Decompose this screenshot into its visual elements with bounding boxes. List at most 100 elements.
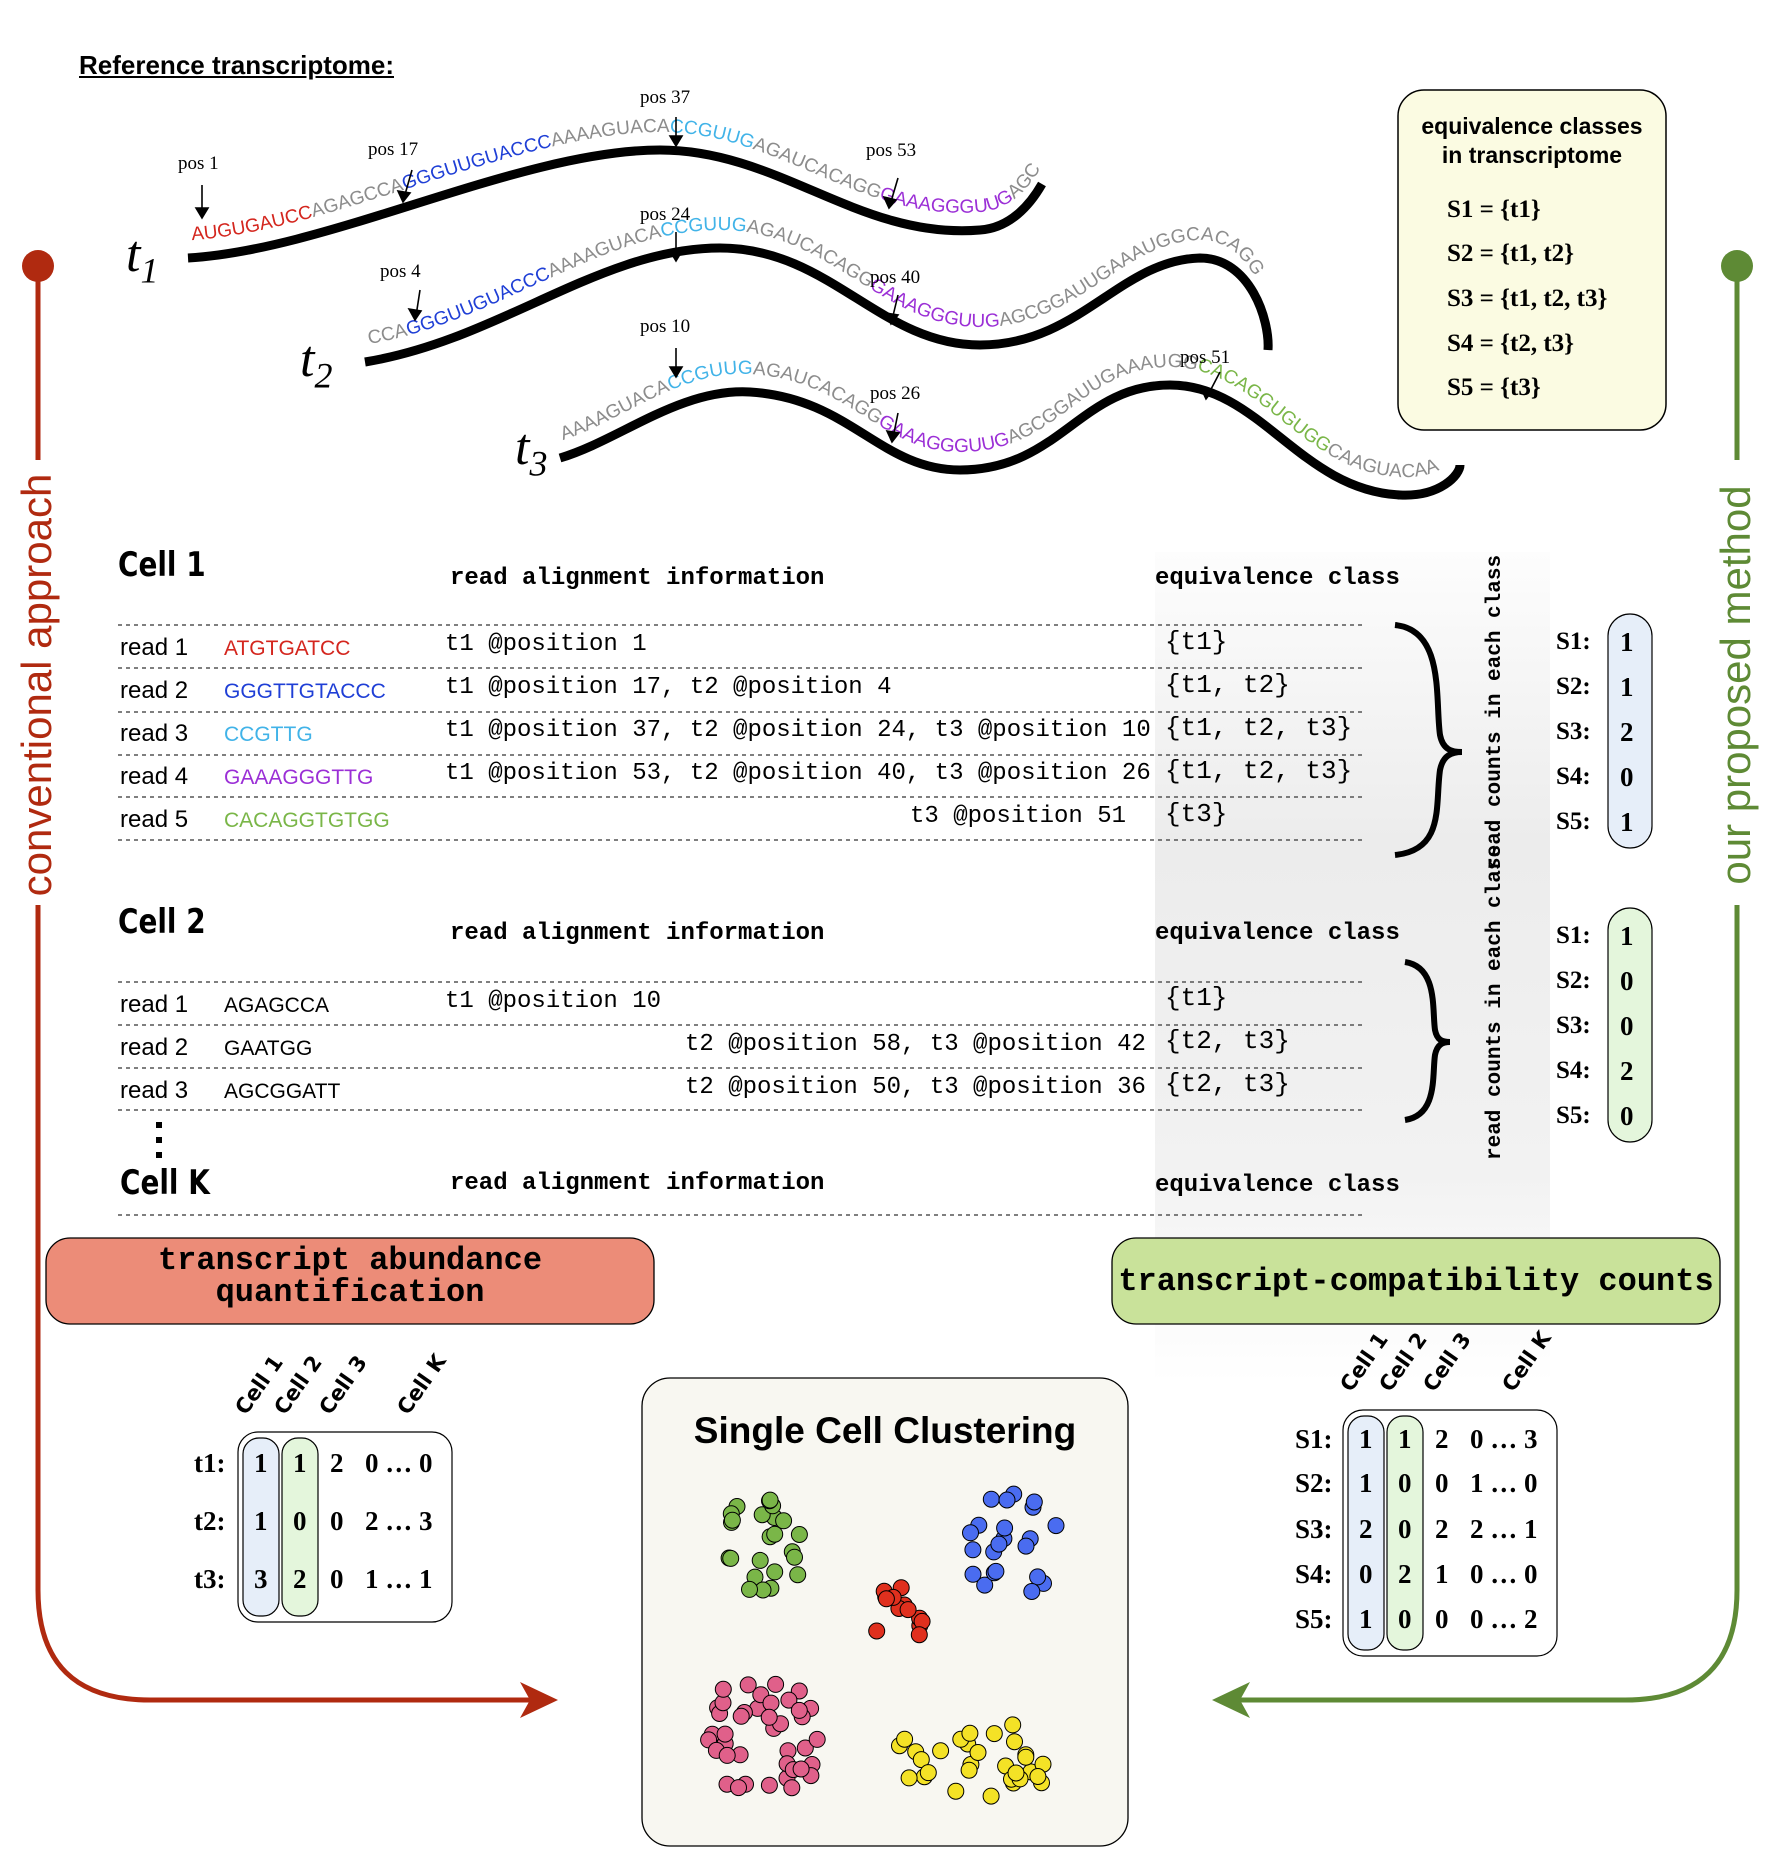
sequence-segment: CACAGGUGUGG <box>1195 355 1334 457</box>
count-label: S1: <box>1556 628 1591 655</box>
matrix-row-label: S5: <box>1295 1604 1333 1634</box>
read-alignment: t1 @position 10 <box>445 988 662 1015</box>
matrix-row-label: S3: <box>1295 1514 1333 1544</box>
cell-dot <box>964 1541 982 1559</box>
read-sequence: CACAGGTGTGG <box>224 809 390 832</box>
cell2-brace <box>1404 959 1451 1123</box>
read-equivalence-class: {t1} <box>1165 627 1228 657</box>
cell-dot <box>1017 1748 1035 1766</box>
ec-line: S3 = {t1, t2, t3} <box>1447 285 1608 312</box>
read-sequence: GGGTTGTACCC <box>224 680 386 703</box>
cell-dot <box>932 1742 950 1760</box>
count-label: S3: <box>1556 718 1591 745</box>
count-label: S3: <box>1556 1012 1591 1039</box>
matrix-cell: 1 <box>254 1448 268 1478</box>
pos-label: pos 53 <box>866 140 917 161</box>
count-value: 0 <box>1620 1011 1634 1041</box>
cell-dot <box>1023 1583 1041 1600</box>
cell2-ec-header: equivalence class <box>1155 920 1400 947</box>
ellipsis-dots <box>156 1122 162 1158</box>
reference-transcriptome-title: Reference transcriptome: <box>79 50 394 80</box>
cell-dot <box>780 1691 798 1709</box>
read-alignment: t2 @position 50, t3 @position 36 <box>685 1074 1146 1101</box>
conventional-approach-label: conventional approach <box>13 473 60 897</box>
count-value: 1 <box>1620 627 1634 657</box>
proposed-method-label: our proposed method <box>1712 485 1759 885</box>
cell-dot <box>969 1744 987 1761</box>
right-matrix-cell2-highlight <box>1386 1415 1424 1651</box>
pos-label: pos 17 <box>368 139 419 160</box>
cell2-title: Cell 2 <box>118 902 206 942</box>
matrix-cell: 2 <box>1435 1424 1449 1454</box>
read-sequence: AGAGCCA <box>224 994 330 1017</box>
read-alignment: t1 @position 1 <box>445 631 647 658</box>
matrix-cell: 2 <box>1398 1559 1412 1589</box>
cell-dot <box>789 1566 807 1584</box>
cellK-alignment-header: read alignment information <box>450 1170 825 1197</box>
read-alignment: t1 @position 17, t2 @position 4 <box>445 674 892 701</box>
compatibility-counts-label: transcript-compatibility counts <box>1118 1263 1714 1300</box>
pos-label: pos 40 <box>870 267 921 288</box>
count-value: 1 <box>1620 921 1634 951</box>
matrix-cell: 2 <box>1435 1514 1449 1544</box>
cell-dot <box>808 1730 826 1748</box>
cell-dot <box>976 1576 994 1594</box>
proposed-method-arrow <box>1212 250 1753 1718</box>
cell-dot <box>762 1694 780 1712</box>
pos-label: pos 24 <box>640 204 691 225</box>
transcript-t2-label: t2 <box>300 331 333 396</box>
matrix-cell: 2 … 1 <box>1470 1514 1538 1544</box>
matrix-cell: 0 <box>1398 1604 1412 1634</box>
read-alignment: t1 @position 53, t2 @position 40, t3 @po… <box>445 760 1151 787</box>
cell-dot <box>723 1511 741 1529</box>
matrix-cell: 1 <box>1359 1468 1373 1498</box>
matrix-cell: 0 <box>1359 1559 1373 1589</box>
matrix-cell: 0 <box>330 1564 344 1594</box>
clustering-title: Single Cell Clustering <box>693 1410 1077 1451</box>
cell-dot <box>716 1725 734 1743</box>
cell-dot <box>868 1622 886 1640</box>
read-equivalence-class: {t1} <box>1165 983 1228 1013</box>
cell2-alignment-header: read alignment information <box>450 920 825 947</box>
ec-box-title: equivalence classes in transcriptome <box>1421 113 1643 168</box>
matrix-cell: 0 <box>330 1506 344 1536</box>
read-equivalence-class: {t2, t3} <box>1165 1069 1290 1099</box>
ec-line: S5 = {t3} <box>1447 374 1541 401</box>
matrix-cell: 1 <box>293 1448 307 1478</box>
cell-dot <box>985 1725 1003 1743</box>
read-sequence: GAAAGGGTTG <box>224 766 374 789</box>
cell-dot <box>1006 1733 1023 1751</box>
matrix-cell: 1 … 1 <box>365 1564 433 1594</box>
cell-dot <box>767 1675 785 1693</box>
matrix-cell: 0 <box>1398 1514 1412 1544</box>
cell-dot <box>790 1526 808 1543</box>
cell-dot <box>722 1549 740 1567</box>
cell-dot <box>1029 1768 1047 1785</box>
transcript-t2-strand <box>364 243 1273 367</box>
matrix-cell: 2 <box>293 1564 307 1594</box>
read-equivalence-class: {t1, t2, t3} <box>1165 756 1353 786</box>
cellK-ec-header: equivalence class <box>1155 1172 1400 1199</box>
matrix-cell: 2 <box>330 1448 344 1478</box>
left-matrix-cell2-highlight <box>281 1437 319 1617</box>
cell-dot <box>1017 1537 1035 1555</box>
read-equivalence-class: {t3} <box>1165 799 1228 829</box>
read-sequence: AGCGGATT <box>224 1080 341 1103</box>
pos-label: pos 10 <box>640 316 691 337</box>
cell-dot <box>766 1525 784 1543</box>
cell-dot <box>919 1764 937 1782</box>
count-label: S2: <box>1556 673 1591 700</box>
count-value: 0 <box>1620 762 1634 792</box>
matrix-cell: 1 <box>1359 1604 1373 1634</box>
cell-dot <box>960 1761 978 1779</box>
matrix-cell: 1 <box>254 1506 268 1536</box>
matrix-row-label: S4: <box>1295 1559 1333 1589</box>
cell-dot <box>982 1787 1000 1805</box>
read-label: read 1 <box>120 634 189 661</box>
matrix-cell: 2 <box>1359 1514 1373 1544</box>
count-label: S4: <box>1556 763 1591 790</box>
equivalence-classes-box <box>1397 89 1667 431</box>
matrix-cell: 0 … 3 <box>1470 1424 1538 1454</box>
transcript-t3-label: t3 <box>515 419 548 484</box>
